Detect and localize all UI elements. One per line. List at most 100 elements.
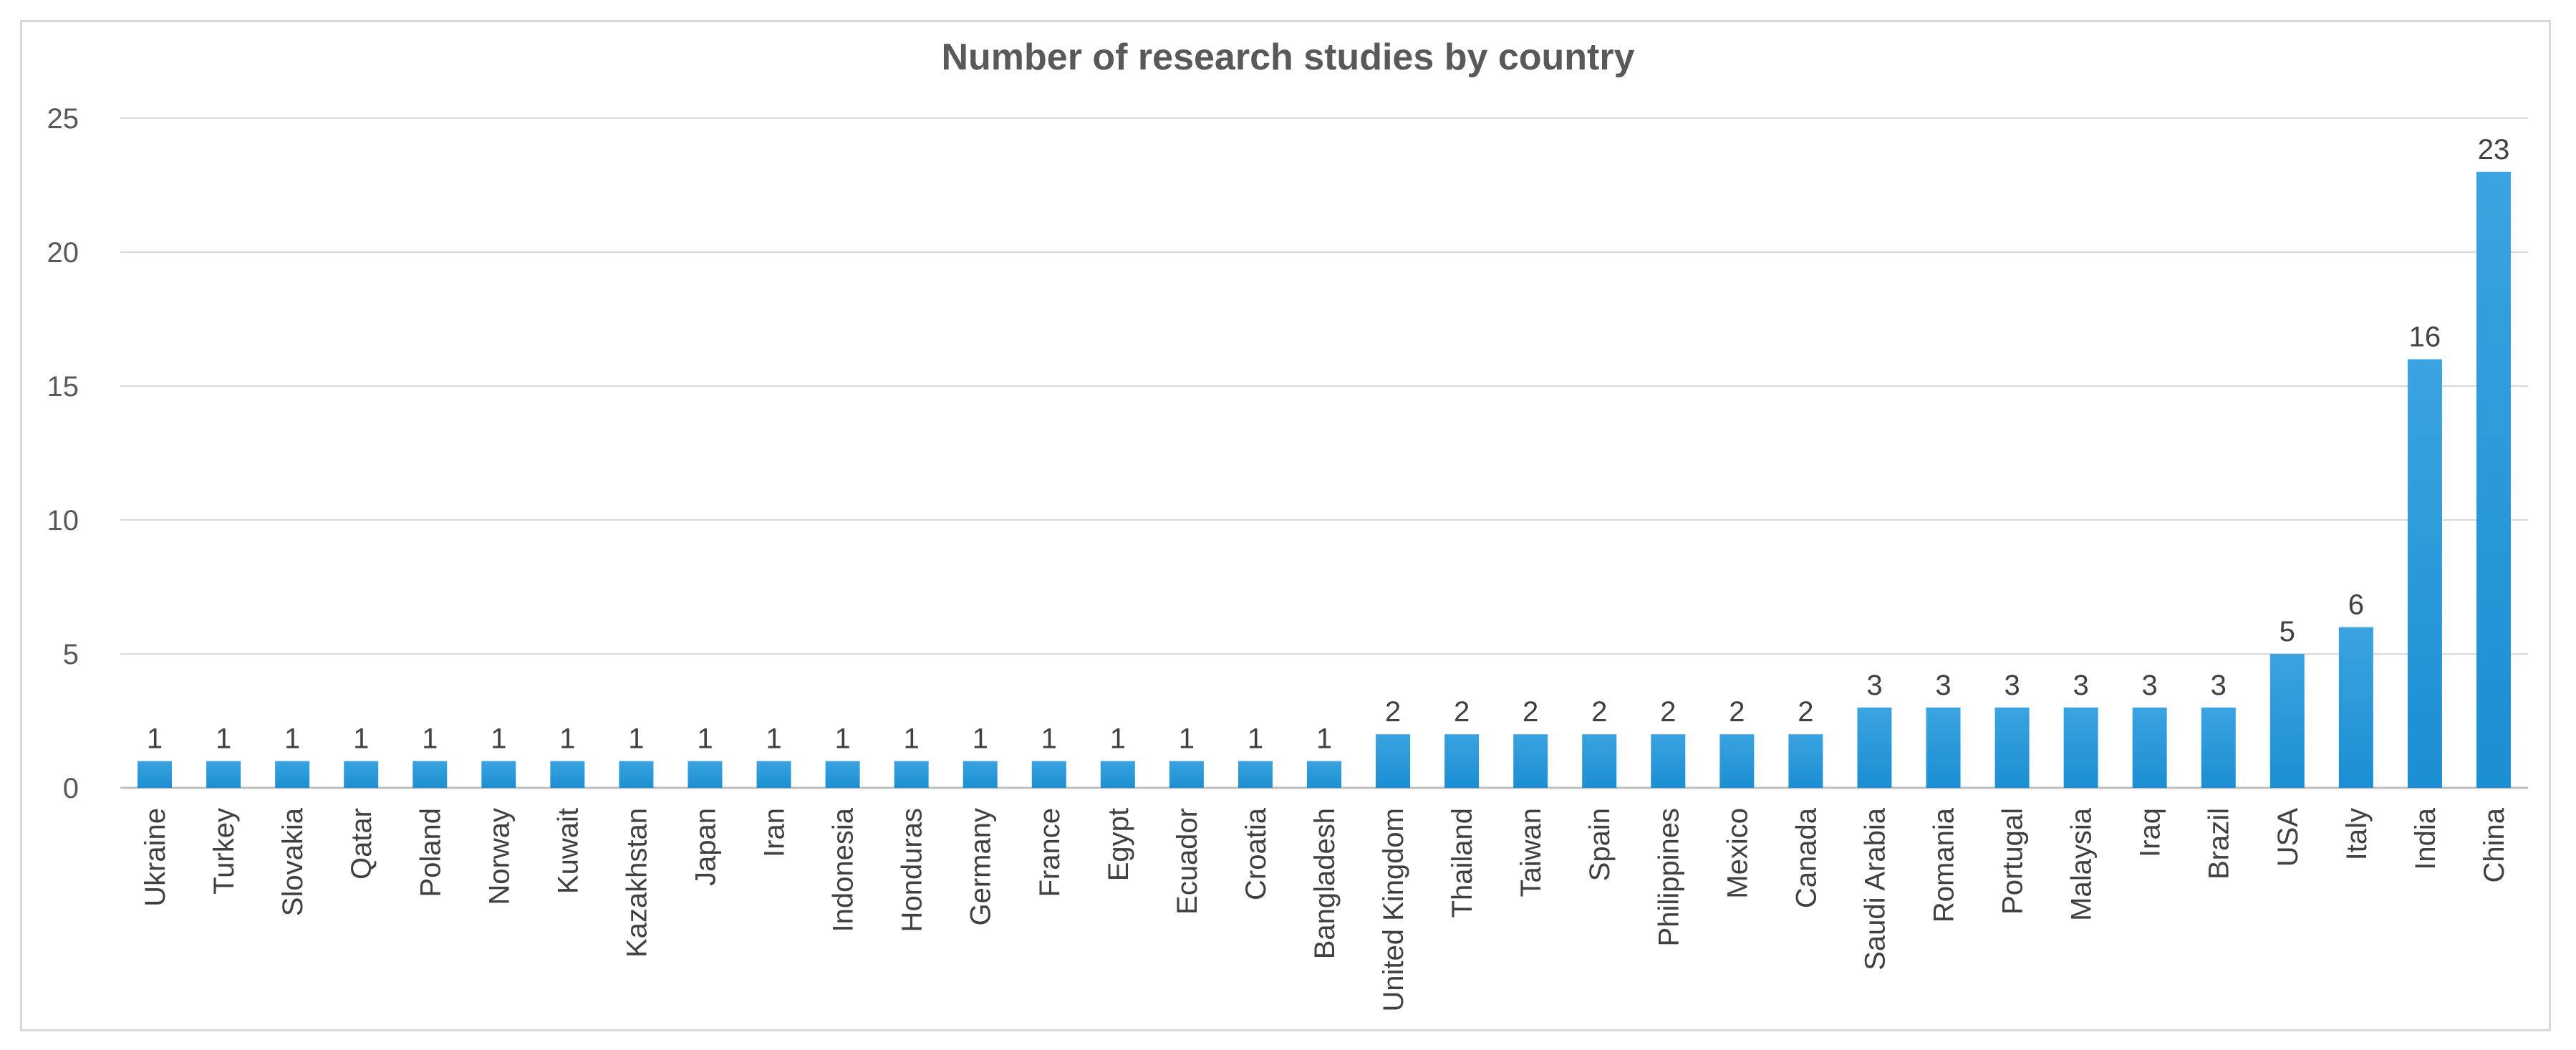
data-label: 2	[1523, 696, 1538, 728]
data-label: 1	[904, 723, 920, 755]
y-tick-label: 25	[47, 103, 79, 135]
data-label: 1	[628, 723, 644, 755]
chart-title: Number of research studies by country	[941, 37, 1635, 78]
data-label: 1	[1041, 723, 1057, 755]
x-category-label: Canada	[1790, 807, 1822, 908]
x-category-label: Philippines	[1653, 808, 1684, 946]
bar-ukraine	[138, 761, 173, 788]
x-category-label: Egypt	[1103, 808, 1134, 881]
data-label: 3	[2073, 670, 2089, 701]
data-label: 1	[697, 723, 713, 755]
bar-turkey	[206, 761, 241, 788]
data-label: 1	[216, 723, 231, 755]
y-tick-label: 10	[47, 505, 79, 536]
data-label: 3	[1935, 670, 1951, 701]
bar-japan	[688, 761, 723, 788]
bar-bangladesh	[1307, 761, 1341, 788]
x-category-label: Honduras	[897, 808, 928, 932]
data-label: 2	[1798, 696, 1813, 728]
data-label: 3	[2004, 670, 2020, 701]
bar-iran	[756, 761, 791, 788]
data-label: 1	[422, 723, 438, 755]
bar-croatia	[1238, 761, 1273, 788]
bar-brazil	[2201, 707, 2236, 788]
data-label: 1	[834, 723, 850, 755]
bar-poland	[413, 761, 448, 788]
x-category-label: Qatar	[346, 808, 377, 880]
bar-honduras	[894, 761, 929, 788]
bar-taiwan	[1513, 734, 1548, 788]
x-category-label: China	[2479, 807, 2510, 882]
data-label: 3	[2211, 670, 2227, 701]
x-category-label: Thailand	[1447, 808, 1478, 917]
bar-spain	[1582, 734, 1617, 788]
x-category-label: Portugal	[1997, 808, 2029, 915]
bar-romania	[1926, 707, 1961, 788]
data-label: 2	[1729, 696, 1745, 728]
y-axis-ticks: 0 5 10 15 20 25	[47, 103, 79, 804]
y-tick-label: 0	[63, 773, 79, 804]
data-label: 3	[2142, 670, 2158, 701]
bar-usa	[2269, 654, 2305, 788]
data-label: 23	[2478, 134, 2510, 165]
x-category-label: United Kingdom	[1378, 808, 1409, 1012]
bar-france	[1031, 761, 1066, 788]
x-category-label: Ecuador	[1172, 808, 1203, 915]
bar-kuwait	[550, 761, 585, 788]
data-label: 1	[1110, 723, 1126, 755]
data-label: 1	[973, 723, 988, 755]
bar-portugal	[1994, 707, 2030, 788]
x-category-label: Iran	[759, 808, 791, 857]
x-category-label: Norway	[483, 808, 515, 905]
data-label: 1	[147, 723, 163, 755]
bar-ecuador	[1169, 761, 1204, 788]
data-label: 1	[1248, 723, 1263, 755]
data-label: 1	[491, 723, 506, 755]
bar-egypt	[1100, 761, 1135, 788]
bar-canada	[1788, 734, 1823, 788]
bar-mexico	[1719, 734, 1755, 788]
x-category-label: Ukraine	[140, 808, 171, 907]
x-category-label: Indonesia	[828, 807, 859, 932]
bar-malaysia	[2063, 707, 2098, 788]
x-category-label: Slovakia	[277, 807, 309, 916]
data-label: 5	[2280, 616, 2295, 647]
data-label: 1	[284, 723, 300, 755]
bar-china	[2476, 171, 2511, 789]
x-category-label: Romania	[1929, 807, 1960, 923]
bar-indonesia	[825, 761, 860, 788]
x-category-label: Croatia	[1240, 807, 1272, 900]
x-category-label: Kuwait	[552, 808, 584, 894]
data-label: 1	[1179, 723, 1195, 755]
x-category-label: Turkey	[208, 808, 240, 895]
x-category-label: Brazil	[2204, 808, 2235, 880]
data-label: 6	[2348, 589, 2364, 621]
x-category-label: USA	[2272, 808, 2304, 867]
bar-philippines	[1651, 734, 1686, 788]
bar-india	[2407, 359, 2442, 789]
x-category-label: Iraq	[2135, 808, 2166, 857]
bar-thailand	[1444, 734, 1480, 788]
data-label: 1	[766, 723, 781, 755]
bar-germany	[963, 761, 998, 788]
bar-saudi-arabia	[1857, 707, 1892, 788]
data-label: 1	[559, 723, 575, 755]
chart-frame	[20, 20, 2551, 1031]
bar-qatar	[344, 761, 379, 788]
x-category-label: Saudi Arabia	[1859, 807, 1891, 970]
data-label: 2	[1385, 696, 1401, 728]
gridlines	[120, 117, 2528, 789]
x-category-label: Poland	[415, 808, 446, 897]
data-label: 1	[353, 723, 369, 755]
x-category-label: Germany	[965, 808, 997, 926]
x-category-label: Kazakhstan	[621, 808, 652, 958]
data-label: 3	[1866, 670, 1882, 701]
data-label: 16	[2409, 322, 2441, 353]
x-category-label: France	[1034, 808, 1066, 897]
y-tick-label: 5	[63, 639, 79, 670]
bar-kazakhstan	[619, 761, 654, 788]
x-category-label: Italy	[2341, 808, 2373, 860]
data-label: 2	[1591, 696, 1607, 728]
